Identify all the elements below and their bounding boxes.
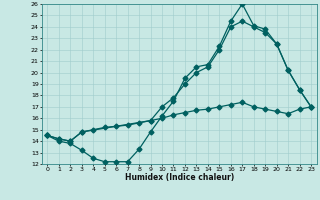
X-axis label: Humidex (Indice chaleur): Humidex (Indice chaleur) (124, 173, 234, 182)
